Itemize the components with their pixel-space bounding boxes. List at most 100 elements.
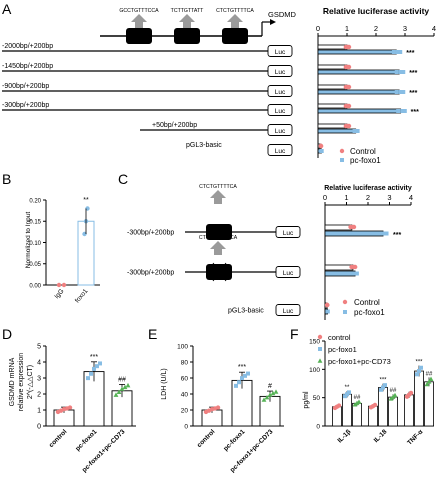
data-point bbox=[92, 366, 96, 371]
x-tick-label: pc-foxo1 bbox=[222, 428, 246, 452]
significance-mark: ## bbox=[390, 388, 397, 394]
data-point bbox=[398, 90, 403, 94]
x-tick-label: 0 bbox=[323, 193, 327, 202]
construct-label: -2000bp/+200bp bbox=[2, 43, 53, 50]
panel-label-d: D bbox=[2, 326, 12, 342]
bar-control bbox=[324, 264, 354, 271]
data-point bbox=[347, 390, 351, 395]
luc-reporter-label: Luc bbox=[275, 69, 286, 76]
data-point bbox=[392, 392, 398, 398]
legend-label: pc-foxo1+pc-CD73 bbox=[328, 357, 391, 366]
x-tick-label: pc-foxo1 bbox=[74, 428, 98, 452]
bar-control bbox=[317, 44, 348, 50]
data-point bbox=[273, 389, 279, 394]
bar-pc-foxo1-pc-cd73 bbox=[352, 402, 362, 427]
data-point bbox=[383, 383, 387, 388]
data-point bbox=[119, 386, 125, 391]
bar-control bbox=[404, 394, 414, 427]
data-point bbox=[264, 394, 270, 400]
luc-reporter-box bbox=[275, 266, 301, 278]
y-tick-label: 40 bbox=[181, 392, 189, 399]
significance-mark: *** bbox=[238, 364, 246, 371]
construct-label: +50bp/+200bp bbox=[152, 122, 197, 129]
data-point bbox=[325, 309, 330, 314]
bar-control bbox=[317, 103, 348, 109]
luc-reporter-box bbox=[275, 226, 301, 238]
data-point bbox=[398, 50, 403, 54]
luc-reporter-box bbox=[267, 85, 293, 97]
data-point bbox=[381, 385, 385, 390]
bar-pc-foxo1-pc-cd73 bbox=[388, 396, 398, 427]
legend-marker-pc-foxo1 bbox=[343, 310, 347, 314]
bar-pc-foxo1-pc-cd73 bbox=[424, 381, 434, 427]
x-tick-label: TNF-α bbox=[406, 428, 424, 446]
data-point bbox=[237, 380, 241, 385]
construct-label: -300bp/+200bp bbox=[127, 270, 174, 277]
bar-control bbox=[324, 224, 353, 231]
luc-reporter-box bbox=[267, 45, 293, 57]
y-tick-label: 4 bbox=[37, 360, 41, 367]
significance-mark: *** bbox=[409, 70, 417, 77]
panel-label-f: F bbox=[290, 326, 299, 342]
data-point bbox=[346, 103, 352, 109]
bar-pc-foxo1 bbox=[324, 270, 356, 277]
bar-control bbox=[317, 84, 348, 90]
significance-mark: ** bbox=[83, 197, 89, 204]
legend-marker-control bbox=[342, 299, 348, 305]
panel-label-c: C bbox=[118, 171, 128, 187]
data-point bbox=[394, 70, 399, 74]
x-tick-label: foxo1 bbox=[74, 287, 90, 304]
data-point bbox=[67, 405, 73, 410]
data-point bbox=[122, 384, 128, 390]
data-point bbox=[402, 109, 407, 113]
significance-mark: ## bbox=[354, 395, 361, 401]
significance-mark: ## bbox=[118, 376, 126, 383]
luc-reporter-label: Luc bbox=[275, 148, 286, 155]
data-point bbox=[415, 372, 419, 377]
bar-pc-foxo1 bbox=[378, 387, 388, 427]
significance-mark: *** bbox=[409, 90, 417, 97]
data-point bbox=[428, 376, 434, 381]
significance-mark: *** bbox=[415, 360, 423, 366]
y-axis-label-d: 2^(-△△CT) bbox=[27, 365, 34, 399]
motif-arrow-icon bbox=[131, 14, 147, 28]
panel-label-b: B bbox=[2, 171, 11, 187]
y-tick-label: 5 bbox=[37, 344, 41, 351]
data-point bbox=[98, 361, 102, 366]
bar-pc-foxo1 bbox=[317, 89, 400, 95]
binding-site-box bbox=[206, 224, 232, 240]
data-point bbox=[419, 365, 423, 370]
motif-arrow-icon bbox=[227, 14, 243, 28]
y-axis-label-d: GSDMD mRNA bbox=[9, 357, 16, 406]
motif-sequence: GCCTGTTTCCA bbox=[119, 8, 159, 14]
y-axis-label-f: pg/ml bbox=[303, 391, 310, 409]
binding-site-box bbox=[174, 28, 200, 44]
bar-pc-foxo1 bbox=[342, 393, 352, 427]
data-point bbox=[336, 403, 342, 408]
y-tick-label: 60 bbox=[181, 376, 189, 383]
data-point bbox=[89, 371, 93, 376]
luc-reporter-box bbox=[267, 144, 293, 156]
data-point bbox=[86, 376, 90, 381]
data-point bbox=[125, 382, 131, 388]
construct-label: -1450bp/+200bp bbox=[2, 63, 53, 70]
y-tick-label: 150 bbox=[309, 339, 320, 346]
significance-mark: *** bbox=[393, 232, 401, 239]
bar-pc-foxo1 bbox=[317, 128, 357, 134]
y-tick-label: 100 bbox=[177, 344, 188, 351]
legend-marker bbox=[317, 358, 323, 363]
data-point bbox=[384, 231, 389, 236]
chart-title-a: Relative luciferase activity bbox=[323, 6, 430, 16]
y-tick-label: 0.10 bbox=[29, 241, 41, 247]
y-tick-label: 0.00 bbox=[29, 283, 41, 289]
data-point bbox=[267, 392, 273, 397]
luc-reporter-label: Luc bbox=[275, 108, 286, 115]
data-point bbox=[394, 90, 399, 94]
luc-reporter-label: Luc bbox=[275, 49, 286, 56]
y-tick-label: 2 bbox=[37, 392, 41, 399]
y-tick-label: 3 bbox=[37, 376, 41, 383]
legend-label-pc-foxo1: pc-foxo1 bbox=[350, 156, 381, 165]
data-point bbox=[379, 387, 383, 392]
binding-site-box bbox=[222, 28, 248, 44]
x-tick-label: 0 bbox=[316, 24, 320, 33]
